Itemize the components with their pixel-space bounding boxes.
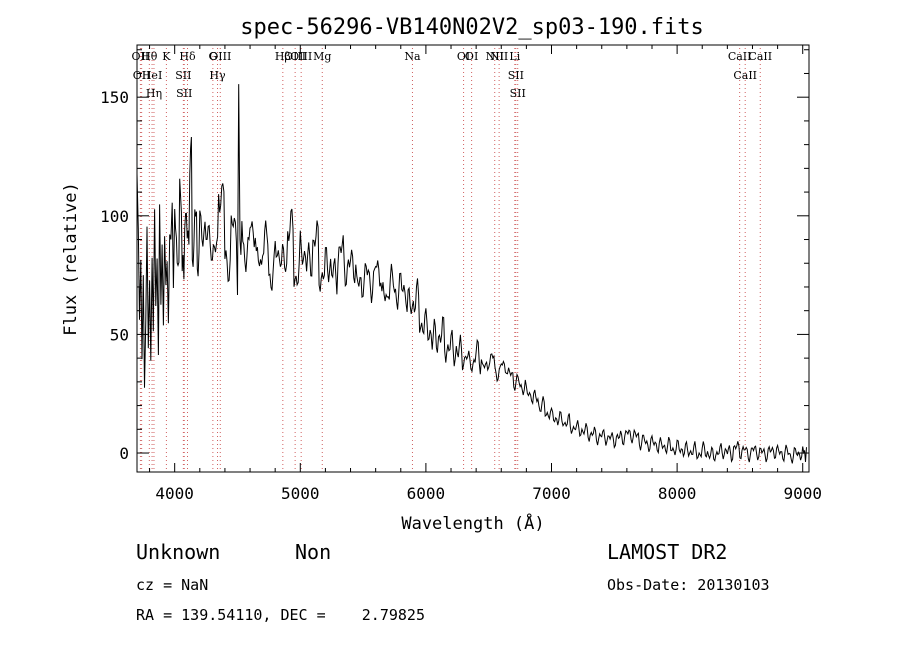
x-tick-label: 6000 [407, 484, 446, 503]
redshift-cz: cz = NaN [136, 576, 208, 594]
line-label: SII [176, 87, 192, 100]
y-tick-label: 50 [110, 325, 129, 344]
x-axis-ticks: 4000 5000 6000 7000 8000 9000 [149, 45, 822, 503]
x-tick-label: 4000 [155, 484, 194, 503]
line-label: Hδ [179, 50, 196, 63]
y-axis-ticks: 0 50 100 150 [100, 49, 809, 463]
line-label: NII [490, 50, 508, 63]
line-label: K [162, 50, 171, 63]
spectrum-line [136, 84, 807, 464]
line-label: Hγ [209, 69, 226, 82]
line-label: Li [509, 50, 520, 63]
x-axis-label: Wavelength (Å) [401, 512, 544, 534]
line-label: Na [404, 50, 421, 63]
y-tick-label: 100 [100, 207, 129, 226]
line-label: HeI [142, 69, 162, 82]
object-subclass: Non [295, 540, 331, 564]
survey-name: LAMOST DR2 [607, 540, 727, 564]
line-label: G [208, 50, 217, 63]
line-label: CaII [748, 50, 772, 63]
line-label: Hβ [275, 50, 291, 63]
plot-frame [136, 44, 810, 473]
x-tick-label: 7000 [532, 484, 571, 503]
y-tick-label: 0 [119, 444, 129, 463]
x-tick-label: 5000 [281, 484, 320, 503]
line-label: SII [175, 69, 191, 82]
line-label: OIII [290, 50, 312, 63]
line-label: Hθ [141, 50, 158, 63]
line-label: NII [486, 50, 504, 63]
y-tick-label: 150 [100, 88, 129, 107]
line-label: OIII [209, 50, 231, 63]
x-tick-label: 8000 [658, 484, 697, 503]
line-label: OII [132, 50, 150, 63]
line-label: SII [508, 69, 524, 82]
object-class: Unknown [136, 540, 220, 564]
line-label: OI [457, 50, 470, 63]
line-label: OII [133, 69, 151, 82]
chart-title: spec-56296-VB140N02V2_sp03-190.fits [240, 15, 704, 40]
x-tick-label: 9000 [783, 484, 822, 503]
line-label: Hη [146, 87, 162, 100]
line-label: CaII [728, 50, 752, 63]
line-label: Mg [313, 50, 331, 63]
line-label: OI [465, 50, 478, 63]
line-label: SII [510, 87, 526, 100]
ra-dec-coordinates: RA = 139.54110, DEC = 2.79825 [136, 606, 425, 624]
obs-date: Obs-Date: 20130103 [607, 576, 770, 594]
line-label: CaII [733, 69, 757, 82]
spectral-line-markers [139, 48, 761, 472]
y-axis-label: Flux (relative) [61, 182, 81, 336]
